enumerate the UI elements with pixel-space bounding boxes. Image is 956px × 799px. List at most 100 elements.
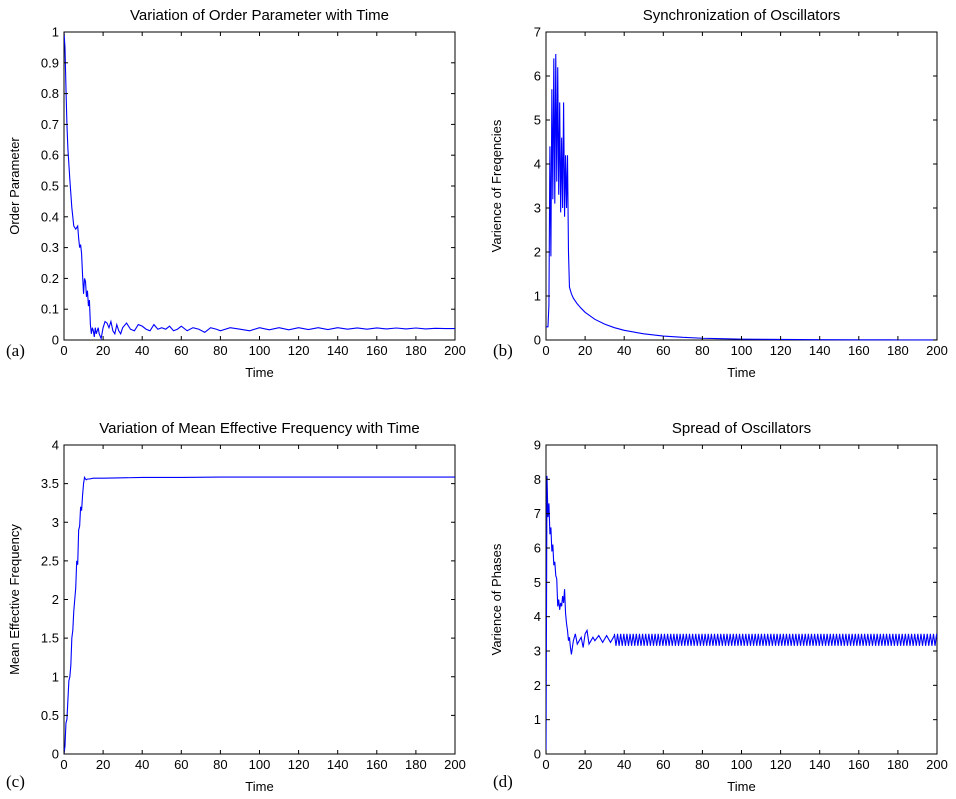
y-tick-label: 0 <box>52 747 59 762</box>
y-tick-label: 2 <box>534 245 541 260</box>
y-tick-label: 0.5 <box>41 708 59 723</box>
x-axis-label: Time <box>727 365 755 380</box>
chart-panel-1: 0 20 40 60 80 100 120 140 160 180 200 0 0.1 0.2 0.3 0.4… <box>6 7 466 380</box>
x-tick-label: 0 <box>60 343 67 358</box>
plot-frame <box>545 31 938 341</box>
x-tick-label: 140 <box>327 343 349 358</box>
y-tick-label: 2 <box>52 592 59 607</box>
x-tick-label: 0 <box>542 757 549 772</box>
y-tick-label: 3 <box>534 644 541 659</box>
data-series-line <box>64 475 455 755</box>
x-tick-label: 140 <box>809 757 831 772</box>
x-tick-label: 100 <box>249 343 271 358</box>
x-tick-label: 100 <box>249 757 271 772</box>
y-tick-label: 6 <box>534 69 541 84</box>
y-tick-label: 0.3 <box>41 240 59 255</box>
x-tick-label: 100 <box>731 343 753 358</box>
data-series-line <box>546 53 937 341</box>
panel-label: (d) <box>493 772 513 791</box>
x-tick-label: 180 <box>887 343 909 358</box>
y-tick-label: 0.6 <box>41 148 59 163</box>
y-tick-label: 2 <box>534 678 541 693</box>
y-tick-label: 0 <box>534 333 541 348</box>
y-tick-label: 5 <box>534 575 541 590</box>
y-tick-label: 4 <box>534 609 541 624</box>
y-tick-label: 3 <box>534 201 541 216</box>
chart-panel-3: 0 20 40 60 80 100 120 140 160 180 200 0 0.5 1 1.5 2 2.5 3… <box>6 420 466 794</box>
plot-frame <box>63 444 456 755</box>
y-axis-label: Varience of Phases <box>489 543 504 655</box>
chart-panel-2: 0 20 40 60 80 100 120 140 160 180 200 0 1 2 3 4 5 6 7 Synch… <box>489 7 948 380</box>
y-tick-label: 1.5 <box>41 631 59 646</box>
x-tick-label: 0 <box>542 343 549 358</box>
x-tick-label: 20 <box>96 343 110 358</box>
x-tick-label: 200 <box>926 757 948 772</box>
x-tick-label: 40 <box>617 343 631 358</box>
plot-frame <box>545 444 938 755</box>
panel-label: (b) <box>493 341 513 360</box>
y-axis-label: Varience of Freqencies <box>489 119 504 252</box>
y-tick-label: 0.8 <box>41 86 59 101</box>
x-tick-label: 40 <box>135 343 149 358</box>
x-axis-label: Time <box>245 365 273 380</box>
x-tick-label: 180 <box>405 343 427 358</box>
y-tick-label: 1 <box>534 712 541 727</box>
x-tick-label: 140 <box>809 343 831 358</box>
panel-label: (a) <box>6 341 25 360</box>
y-axis-label: Order Parameter <box>7 137 22 235</box>
y-tick-label: 9 <box>534 438 541 453</box>
x-tick-label: 100 <box>731 757 753 772</box>
x-tick-label: 80 <box>695 757 709 772</box>
plot-frame <box>63 31 456 341</box>
y-tick-label: 3.5 <box>41 476 59 491</box>
data-series-line <box>64 31 455 341</box>
x-tick-label: 20 <box>96 757 110 772</box>
y-tick-label: 0.1 <box>41 302 59 317</box>
y-tick-label: 0.7 <box>41 117 59 132</box>
x-tick-label: 80 <box>695 343 709 358</box>
x-tick-label: 60 <box>656 757 670 772</box>
y-tick-label: 4 <box>52 438 59 453</box>
y-tick-label: 0 <box>534 747 541 762</box>
x-tick-label: 200 <box>444 343 466 358</box>
y-tick-label: 0.5 <box>41 179 59 194</box>
y-tick-label: 7 <box>534 25 541 40</box>
data-series-line <box>546 475 937 755</box>
y-tick-label: 6 <box>534 541 541 556</box>
x-tick-label: 120 <box>770 757 792 772</box>
x-tick-label: 80 <box>213 343 227 358</box>
y-tick-label: 0 <box>52 333 59 348</box>
x-tick-label: 60 <box>174 343 188 358</box>
y-tick-label: 3 <box>52 515 59 530</box>
y-tick-label: 7 <box>534 506 541 521</box>
y-tick-label: 1 <box>52 25 59 40</box>
chart-title: Synchronization of Oscillators <box>643 7 841 24</box>
x-tick-label: 120 <box>288 343 310 358</box>
x-tick-label: 120 <box>288 757 310 772</box>
x-tick-label: 200 <box>444 757 466 772</box>
x-tick-label: 60 <box>174 757 188 772</box>
chart-title: Variation of Order Parameter with Time <box>130 7 389 24</box>
y-tick-label: 5 <box>534 113 541 128</box>
x-tick-label: 80 <box>213 757 227 772</box>
y-tick-label: 0.9 <box>41 55 59 70</box>
panel-label: (c) <box>6 772 25 791</box>
x-axis-label: Time <box>245 779 273 794</box>
x-axis-label: Time <box>727 779 755 794</box>
y-tick-label: 4 <box>534 157 541 172</box>
chart-title: Variation of Mean Effective Frequency wi… <box>99 420 419 437</box>
chart-panel-4: 0 20 40 60 80 100 120 140 160 180 200 0 1 2 3 4 5 6 7 8 9 Spr… <box>489 420 948 794</box>
x-tick-label: 0 <box>60 757 67 772</box>
x-tick-label: 40 <box>135 757 149 772</box>
x-tick-label: 40 <box>617 757 631 772</box>
x-tick-label: 160 <box>848 757 870 772</box>
chart-title: Spread of Oscillators <box>672 420 811 437</box>
y-tick-label: 2.5 <box>41 553 59 568</box>
x-tick-label: 160 <box>848 343 870 358</box>
x-tick-label: 180 <box>405 757 427 772</box>
x-tick-label: 60 <box>656 343 670 358</box>
y-tick-label: 0.2 <box>41 271 59 286</box>
y-tick-label: 1 <box>534 289 541 304</box>
x-tick-label: 140 <box>327 757 349 772</box>
